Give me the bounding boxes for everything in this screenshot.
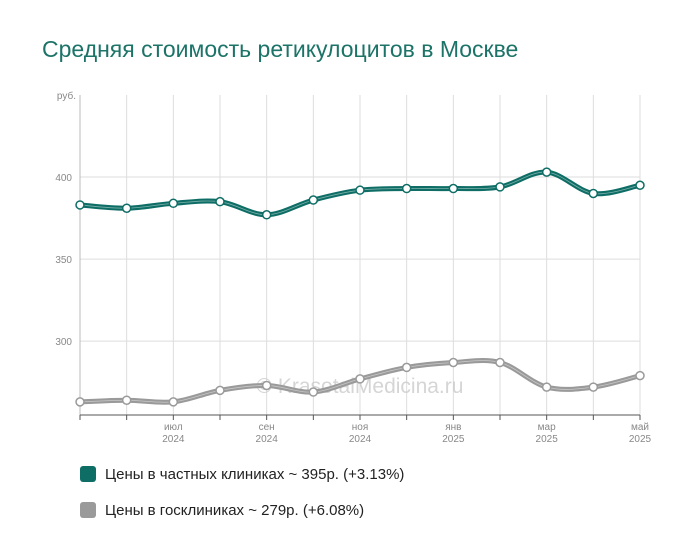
data-point-private-3 <box>215 196 225 207</box>
legend-label-private: Цены в частных клиниках ~ 395р. (+3.13%) <box>105 465 405 483</box>
data-point-public-9 <box>495 357 505 368</box>
legend-swatch-public <box>80 502 96 518</box>
data-point-public-0 <box>75 397 85 407</box>
data-point-private-6 <box>355 185 365 195</box>
data-point-public-4 <box>261 380 272 391</box>
data-point-private-8 <box>448 183 459 194</box>
x-tick-month-6: ноя <box>352 422 369 433</box>
x-tick-year-12: 2025 <box>629 434 652 445</box>
x-tick-year-8: 2025 <box>442 434 465 445</box>
data-point-private-5 <box>308 195 319 205</box>
data-point-public-2 <box>168 397 179 407</box>
x-tick-year-10: 2025 <box>536 434 559 445</box>
data-point-public-11 <box>588 382 599 392</box>
data-point-public-7 <box>401 362 412 373</box>
legend-swatch-private <box>80 466 96 482</box>
x-tick-year-6: 2024 <box>349 434 372 445</box>
x-tick-month-12: май <box>631 422 649 433</box>
x-tick-year-4: 2024 <box>256 434 279 445</box>
y-unit-label: руб. <box>57 90 76 102</box>
data-point-public-6 <box>355 374 365 384</box>
y-tick-label-350: 350 <box>55 255 72 266</box>
data-point-private-11 <box>588 188 599 199</box>
data-point-private-0 <box>75 200 85 210</box>
x-tick-month-10: мар <box>538 422 556 433</box>
data-point-private-12 <box>635 180 645 191</box>
data-point-private-2 <box>168 198 179 209</box>
data-point-private-4 <box>261 210 272 220</box>
y-tick-label-400: 400 <box>55 173 72 184</box>
data-point-public-12 <box>635 370 645 381</box>
legend: Цены в частных клиниках ~ 395р. (+3.13%)… <box>80 464 404 520</box>
x-tick-month-4: сен <box>259 422 275 433</box>
data-point-public-8 <box>448 357 459 368</box>
x-tick-month-2: июл <box>164 422 183 433</box>
data-point-public-5 <box>308 387 319 397</box>
chart-title: Средняя стоимость ретикулоцитов в Москве <box>42 36 519 62</box>
y-tick-label-300: 300 <box>55 337 72 348</box>
line-chart: 300350400руб.июл2024сен2024ноя2024янв202… <box>55 90 652 445</box>
data-point-public-10 <box>541 382 552 392</box>
data-point-private-7 <box>401 183 412 194</box>
data-point-public-3 <box>215 385 225 396</box>
legend-item-private[interactable]: Цены в частных клиниках ~ 395р. (+3.13%) <box>80 464 404 484</box>
x-tick-month-8: янв <box>445 422 461 433</box>
data-point-public-1 <box>121 395 132 405</box>
x-tick-year-2: 2024 <box>162 434 185 445</box>
legend-label-public: Цены в госклиниках ~ 279р. (+6.08%) <box>105 501 365 519</box>
data-point-private-9 <box>495 182 505 192</box>
data-point-private-1 <box>121 203 132 213</box>
legend-item-public[interactable]: Цены в госклиниках ~ 279р. (+6.08%) <box>80 500 404 520</box>
data-point-private-10 <box>541 167 552 177</box>
